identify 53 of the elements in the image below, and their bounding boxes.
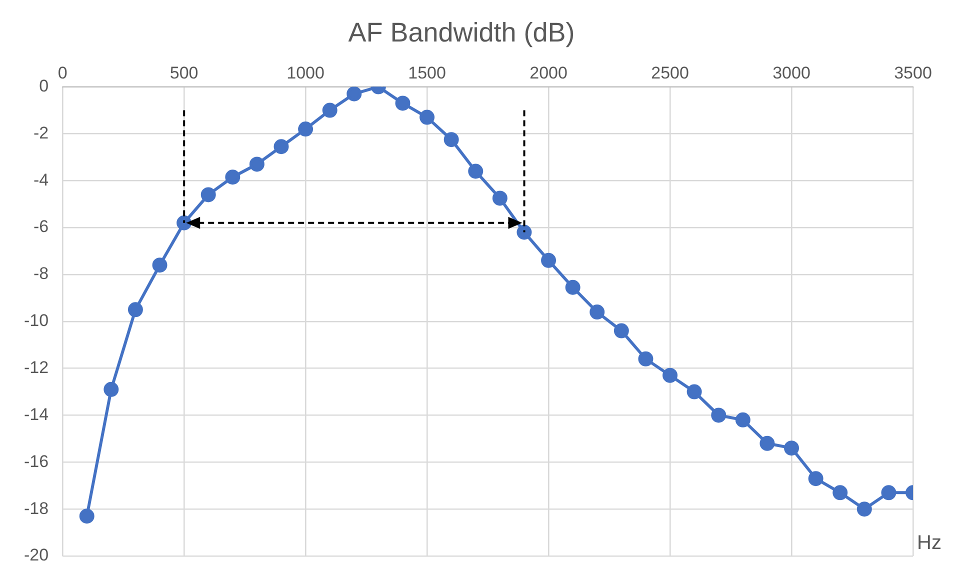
point bbox=[346, 86, 362, 102]
point bbox=[686, 384, 702, 400]
y-tick-label: -8 bbox=[33, 264, 49, 284]
y-tick-label: -14 bbox=[24, 404, 49, 424]
point bbox=[662, 368, 678, 383]
y-tick-label: -12 bbox=[24, 358, 49, 378]
point bbox=[735, 412, 750, 428]
x-tick-label: 2000 bbox=[530, 63, 568, 82]
point bbox=[808, 471, 824, 486]
point bbox=[856, 502, 872, 517]
point bbox=[298, 122, 314, 137]
y-tick-label: -10 bbox=[24, 311, 49, 330]
y-tick-label: -2 bbox=[33, 123, 49, 142]
point bbox=[492, 190, 508, 206]
y-tick-label: 0 bbox=[39, 76, 49, 96]
y-tick-label: -18 bbox=[24, 498, 49, 518]
point bbox=[395, 96, 410, 111]
point bbox=[152, 258, 168, 273]
point bbox=[444, 132, 459, 148]
point bbox=[128, 302, 143, 318]
x-tick-label: 1500 bbox=[408, 63, 446, 82]
point bbox=[468, 164, 484, 179]
y-tick-label: -6 bbox=[33, 217, 49, 236]
point bbox=[711, 408, 726, 423]
point bbox=[274, 139, 289, 154]
x-tick-label: 3500 bbox=[894, 63, 932, 82]
y-tick-label: -4 bbox=[33, 170, 49, 190]
point bbox=[420, 110, 435, 125]
point bbox=[881, 485, 896, 500]
point bbox=[516, 224, 532, 240]
x-tick-label: 500 bbox=[170, 63, 198, 82]
x-tick-label: 1000 bbox=[286, 63, 324, 82]
point bbox=[614, 323, 629, 338]
point bbox=[760, 436, 775, 451]
point bbox=[541, 252, 556, 268]
x-tick-label: 3000 bbox=[772, 63, 810, 82]
point bbox=[784, 440, 800, 456]
point bbox=[322, 102, 338, 118]
point bbox=[249, 156, 264, 172]
point bbox=[79, 508, 94, 524]
y-tick-label: -16 bbox=[24, 452, 49, 471]
x-tick-label: 0 bbox=[58, 63, 68, 82]
point bbox=[590, 304, 605, 320]
chart-title: AF Bandwidth (dB) bbox=[348, 18, 575, 48]
point bbox=[225, 170, 240, 185]
point bbox=[200, 187, 216, 202]
x-tick-label: 2500 bbox=[651, 63, 689, 82]
x-axis-title: Hz bbox=[917, 532, 942, 555]
point bbox=[104, 382, 119, 397]
y-tick-label: -20 bbox=[24, 546, 49, 565]
point bbox=[832, 485, 848, 500]
point bbox=[638, 351, 654, 366]
point bbox=[565, 280, 580, 295]
